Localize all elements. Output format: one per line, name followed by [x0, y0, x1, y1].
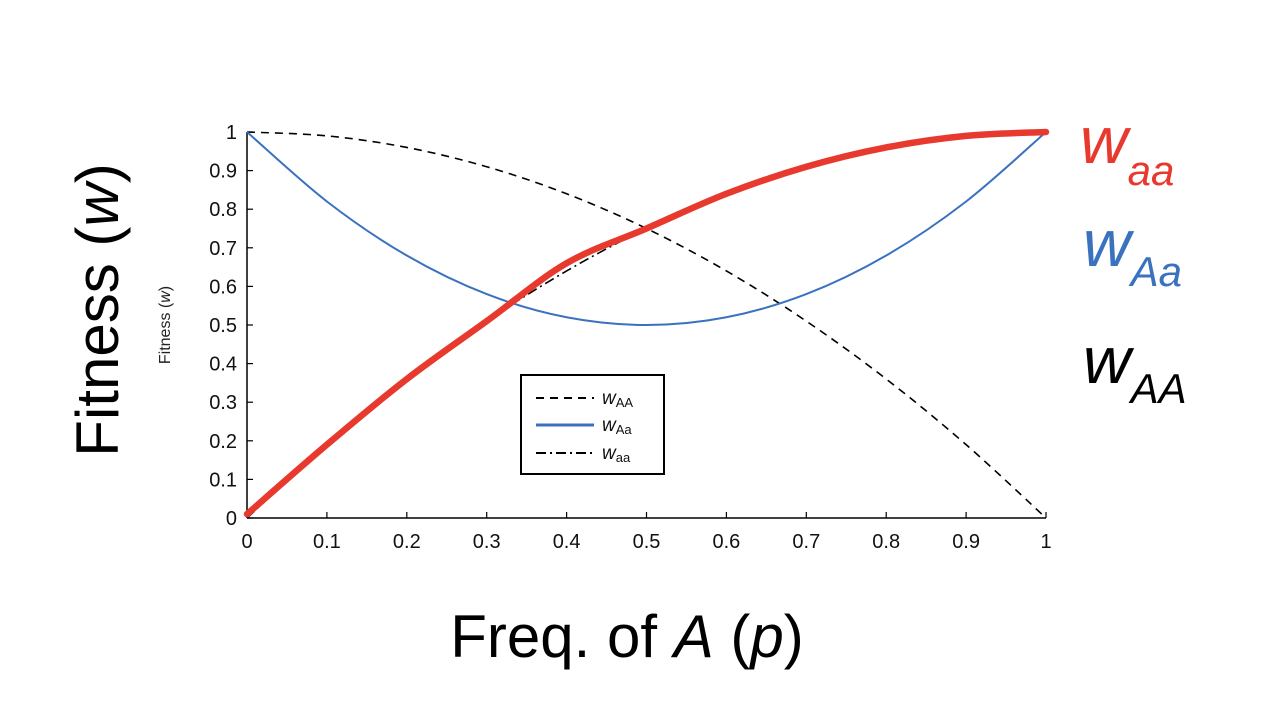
y-tick-label: 0.7 [209, 238, 237, 260]
y-tick-label: 0.9 [209, 161, 237, 183]
big-x-label-p: p [748, 603, 783, 670]
series-line-wAA [246, 131, 1047, 519]
x-tick-label: 0.5 [633, 531, 661, 553]
side-label-wAA: wAA [1083, 323, 1187, 412]
big-y-label-var: w [64, 180, 131, 227]
y-tick-label: 0 [226, 508, 237, 530]
y-tick-label: 0.4 [209, 354, 237, 376]
side-label-waa-w: w [1080, 103, 1132, 177]
legend-label-wAa-sub: Aa [616, 422, 633, 437]
x-tick-label: 1 [1040, 531, 1051, 553]
small-y-label-close: ) [157, 286, 174, 291]
side-label-waa-sub: aa [1128, 147, 1175, 194]
small-y-axis-label: Fitness (w) [157, 286, 174, 364]
legend-label-wAa-w: w [602, 415, 617, 436]
big-y-axis-label: Fitness (w) [64, 163, 131, 456]
y-tick-label: 0.8 [209, 199, 237, 221]
legend-label-waa-w: w [602, 443, 617, 464]
big-y-label-main: Fitness ( [64, 227, 131, 457]
ticks: 0 0.1 0.2 0.3 0.4 0.5 0.6 0.7 0.8 0.9 1 0 0.1 0.2 0.3 0… [209, 122, 1051, 553]
legend: wAA wAa waa [520, 374, 665, 475]
big-x-label-var: A [671, 603, 714, 670]
x-tick-label: 0.3 [473, 531, 501, 553]
x-tick-label: 0.4 [553, 531, 581, 553]
legend-label-wAA-sub: AA [616, 395, 634, 410]
x-tick-label: 0.6 [712, 531, 740, 553]
big-y-label-close: ) [64, 163, 131, 183]
legend-label-waa-sub: aa [616, 450, 631, 465]
legend-label-wAA-w: w [602, 388, 617, 409]
side-label-wAa-w: w [1083, 206, 1135, 280]
y-tick-label: 0.1 [209, 469, 237, 491]
series-lines [243, 128, 1050, 519]
x-tick-label: 0.7 [792, 531, 820, 553]
legend-label-wAA: wAA [602, 388, 633, 410]
big-x-label-open: ( [714, 603, 751, 670]
side-label-wAA-sub: AA [1128, 365, 1187, 412]
small-y-label-var: w [157, 290, 174, 303]
series-line-wAa [246, 131, 1047, 327]
side-label-wAa-sub: Aa [1128, 248, 1182, 295]
side-label-wAa: wAa [1083, 206, 1182, 295]
x-tick-label: 0.9 [952, 531, 980, 553]
y-tick-label: 0.2 [209, 431, 237, 453]
x-tick-label: 0.1 [313, 531, 341, 553]
y-tick-label: 0.3 [209, 392, 237, 414]
side-label-waa: waa [1080, 103, 1174, 194]
y-tick-label: 0.6 [209, 276, 237, 298]
legend-label-waa: waa [602, 443, 631, 465]
big-x-label-close: ) [784, 603, 804, 670]
x-tick-label: 0 [241, 531, 252, 553]
y-tick-label: 1 [226, 122, 237, 144]
x-tick-label: 0.2 [393, 531, 421, 553]
x-tick-label: 0.8 [872, 531, 900, 553]
big-x-label-main: Freq. of [450, 603, 673, 670]
side-label-wAA-w: w [1083, 323, 1135, 397]
highlight-line-waa [243, 128, 1050, 518]
small-y-label-main: Fitness ( [157, 302, 174, 364]
big-x-axis-label: Freq. of A (p) [450, 603, 803, 670]
legend-label-wAa: wAa [602, 415, 632, 437]
y-tick-label: 0.5 [209, 315, 237, 337]
